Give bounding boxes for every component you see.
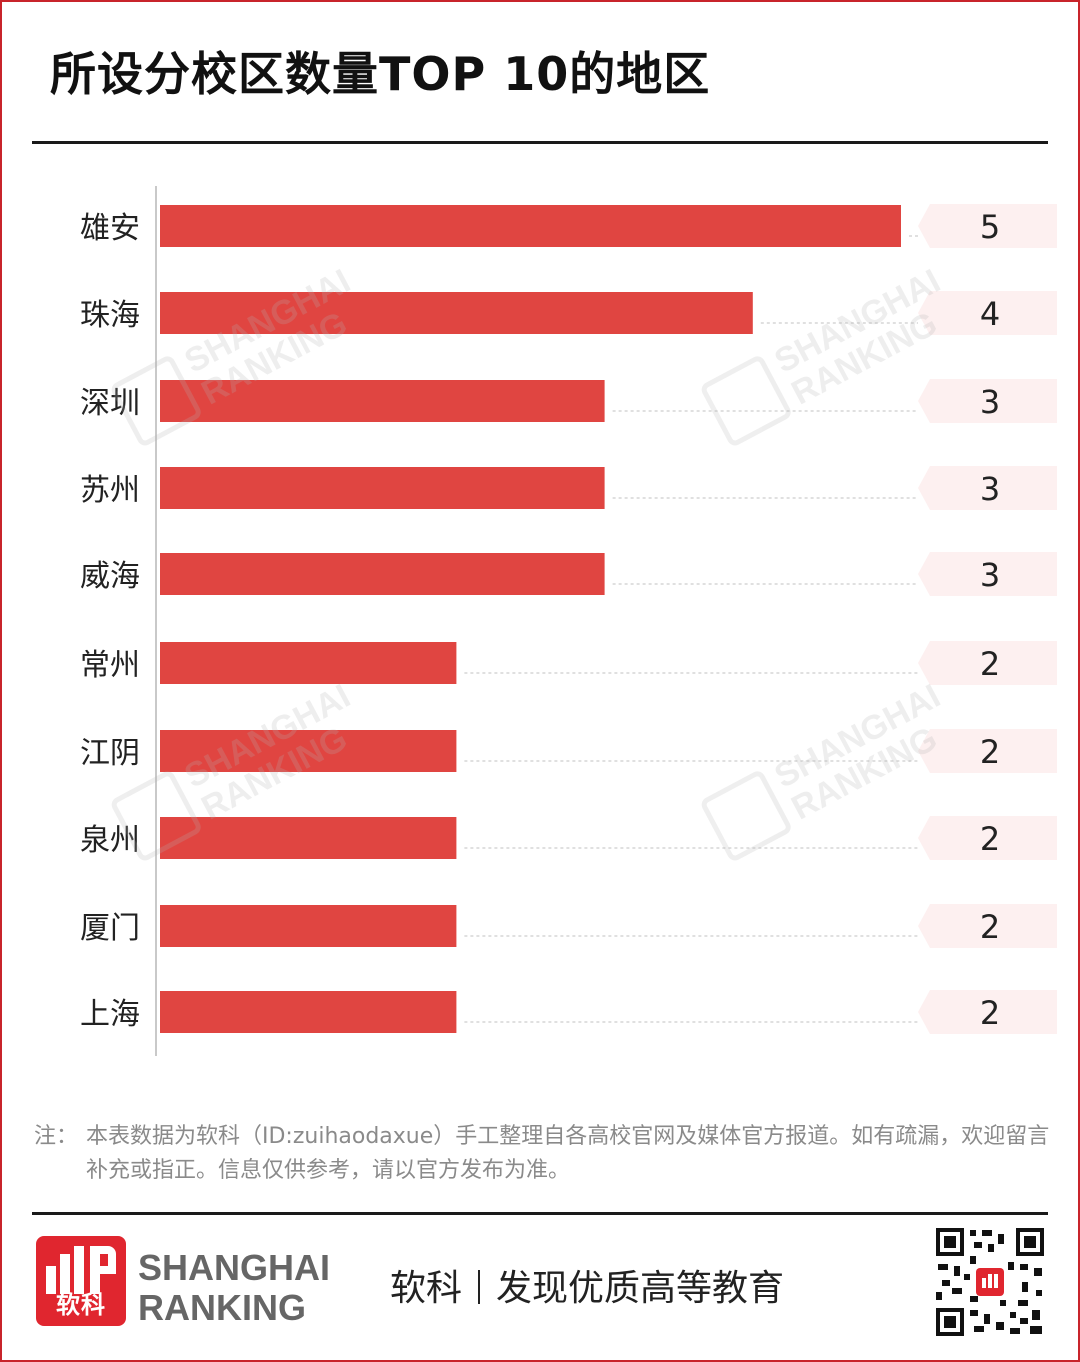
value-label-bg	[918, 204, 1057, 248]
value-label: 3	[980, 556, 1000, 594]
brand-line-1: SHANGHAI	[138, 1247, 331, 1288]
bar	[160, 642, 457, 684]
bar	[160, 292, 753, 334]
bar	[160, 730, 457, 772]
bar	[160, 205, 901, 247]
value-label-bg	[918, 552, 1057, 596]
value-label: 3	[980, 383, 1000, 421]
value-label: 5	[980, 208, 1000, 246]
value-label-bg	[918, 466, 1057, 510]
logo-chinese-text: 软科	[56, 1291, 106, 1319]
value-label: 3	[980, 470, 1000, 508]
category-label: 厦门	[80, 911, 140, 946]
bar	[160, 380, 605, 422]
bar	[160, 905, 457, 947]
value-label-bg	[918, 729, 1057, 773]
value-label: 2	[980, 733, 1000, 771]
brand-name: SHANGHAI RANKING	[138, 1248, 330, 1328]
category-label: 雄安	[80, 211, 140, 246]
shanghai-ranking-logo: 软科	[36, 1236, 126, 1326]
slogan: 软科 发现优质高等教育	[390, 1259, 784, 1311]
category-label: 威海	[80, 559, 140, 594]
category-label: 上海	[80, 997, 140, 1032]
bar	[160, 553, 605, 595]
bar	[160, 467, 605, 509]
slogan-brand: 软科	[390, 1268, 463, 1309]
value-label: 2	[980, 994, 1000, 1032]
brand-line-2: RANKING	[138, 1287, 306, 1328]
category-label: 常州	[80, 648, 140, 683]
footer-divider	[32, 1212, 1048, 1215]
bar	[160, 991, 457, 1033]
value-label: 2	[980, 645, 1000, 683]
title-divider	[32, 141, 1048, 144]
value-label-bg	[918, 990, 1057, 1034]
category-label: 深圳	[80, 386, 140, 421]
slogan-text: 发现优质高等教育	[496, 1268, 785, 1309]
value-label-bg	[918, 379, 1057, 423]
value-label: 4	[980, 295, 1000, 333]
value-label: 2	[980, 820, 1000, 858]
value-label-bg	[918, 291, 1057, 335]
footnote-text: 本表数据为软科（ID:zuihaodaxue）手工整理自各高校官网及媒体官方报道…	[86, 1124, 1050, 1183]
value-label: 2	[980, 908, 1000, 946]
bar-chart: 雄安 5 珠海 4 深圳 3 苏州 3 威海 3 常州 2 江阴 2 泉州 2 厦门 2 上海 2	[80, 186, 1057, 1056]
page-title: 所设分校区数量TOP 10的地区	[50, 47, 711, 101]
footnote-label: 注：	[34, 1124, 79, 1149]
slogan-separator	[478, 1270, 481, 1304]
qr-code-icon[interactable]	[934, 1226, 1046, 1338]
value-label-bg	[918, 816, 1057, 860]
value-label-bg	[918, 904, 1057, 948]
value-label-bg	[918, 641, 1057, 685]
bar	[160, 817, 457, 859]
category-label: 江阴	[80, 736, 140, 771]
category-label: 泉州	[80, 823, 140, 858]
category-label: 珠海	[80, 298, 140, 333]
category-label: 苏州	[80, 473, 140, 508]
